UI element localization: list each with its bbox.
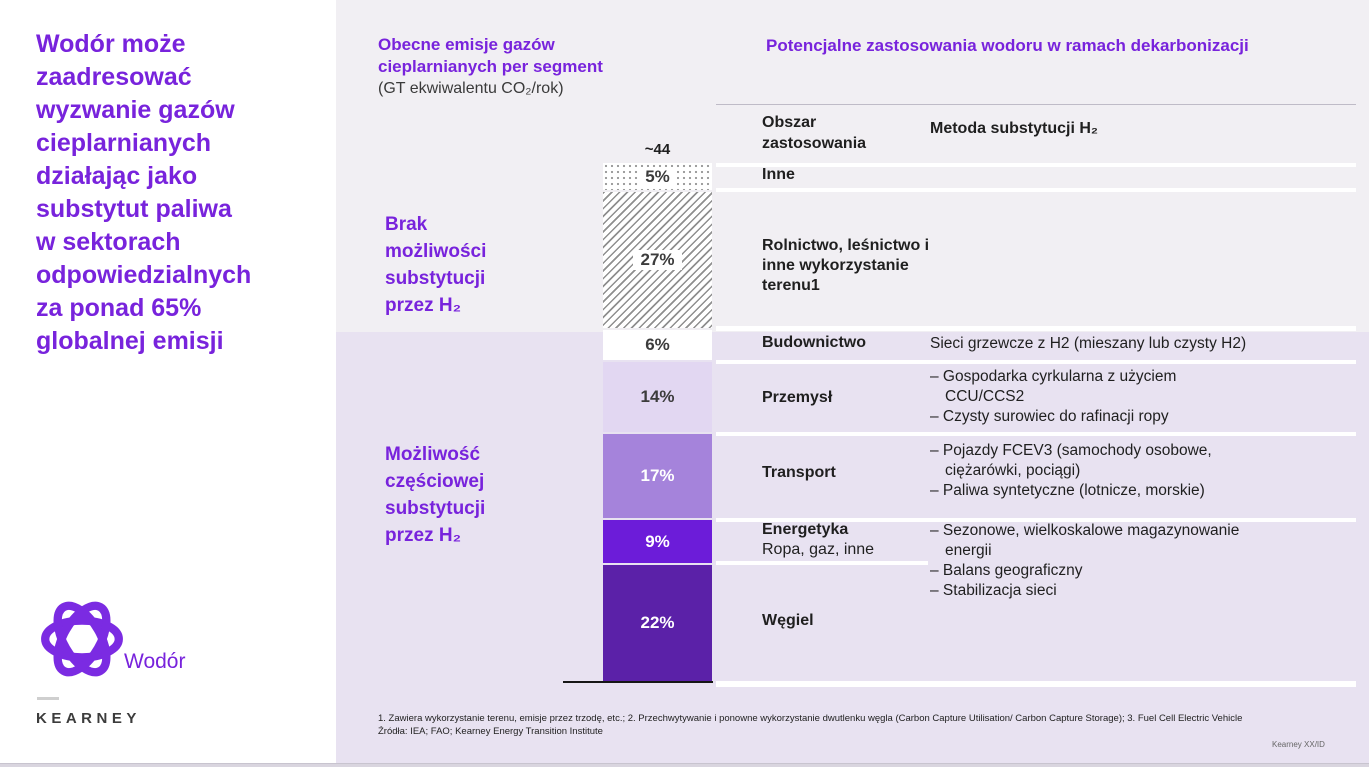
- row-separator: [716, 326, 1356, 331]
- method-item: – Pojazdy FCEV3 (samochody osobowe, cięż…: [930, 442, 1212, 479]
- bar-segment-budownictwo: 6%: [603, 330, 712, 360]
- column-header-area: Obszar zastosowania: [762, 114, 867, 152]
- bar-segment-energetyka: 9%: [603, 520, 712, 563]
- methods-energetyka: – Sezonowe, wielkoskalowe magazynowanie …: [930, 521, 1290, 601]
- page-title: Wodór może zaadresować wyzwanie gazów ci…: [36, 30, 252, 355]
- hydrogen-atom-icon: [41, 601, 123, 677]
- segment-value-label: 5%: [638, 166, 677, 187]
- bar-segment-transport: 17%: [603, 434, 712, 518]
- chart-unit-label: (GT ekwiwalentu CO₂/rok): [378, 80, 564, 97]
- bar-segment-wegiel: 22%: [603, 565, 712, 681]
- methods-budownictwo: Sieci grzewcze z H2 (mieszany lub czysty…: [930, 334, 1369, 354]
- method-item: – Stabilizacja sieci: [930, 582, 1057, 599]
- bar-segment-rolnictwo: 27%: [603, 192, 712, 328]
- table-title: Potencjalne zastosowania wodoru w ramach…: [766, 36, 1249, 55]
- column-header-method: Metoda substytucji H₂: [930, 120, 1099, 137]
- bar-segment-inne: 5%: [603, 163, 712, 190]
- logo-label: Wodór: [124, 650, 186, 673]
- group-label-no-substitution: Brak możliwości substytucji przez H₂: [385, 214, 487, 316]
- table-row-area-energetyka-sub: Ropa, gaz, inne: [762, 541, 875, 558]
- bar-total-label: ~44: [644, 141, 671, 158]
- row-separator: [716, 432, 1356, 436]
- row-separator-partial: [716, 561, 928, 565]
- bar-baseline: [563, 681, 713, 683]
- segment-value-label: 9%: [645, 531, 670, 551]
- background-bottom-zone: [336, 332, 1369, 763]
- table-row-area-przemysl: Przemysł: [762, 389, 833, 406]
- segment-value-label: 17%: [640, 466, 675, 485]
- method-item: – Czysty surowiec do rafinacji ropy: [930, 408, 1169, 425]
- method-item: – Balans geograficzny: [930, 562, 1083, 579]
- table-top-rule: [716, 104, 1356, 105]
- segment-value-label: 22%: [640, 613, 675, 632]
- decorative-dash: [37, 697, 59, 700]
- method-item: Sieci grzewcze z H2 (mieszany lub czysty…: [930, 335, 1247, 352]
- slide-reference: Kearney XX/ID: [1272, 740, 1325, 749]
- row-separator: [716, 360, 1356, 364]
- brand-wordmark: KEARNEY: [36, 710, 141, 727]
- table-row-area-rolnictwo: Rolnictwo, leśnictwo i inne wykorzystani…: [762, 237, 930, 294]
- method-item: – Paliwa syntetyczne (lotnicze, morskie): [930, 482, 1205, 499]
- footnote-sources: Źródła: IEA; FAO; Kearney Energy Transit…: [378, 726, 603, 737]
- chart-title: Obecne emisje gazów cieplarnianych per s…: [378, 35, 603, 76]
- methods-przemysl: – Gospodarka cyrkularna z użyciem CCU/CC…: [930, 367, 1230, 427]
- table-row-area-energetyka: Energetyka: [762, 521, 849, 538]
- segment-value-label: 27%: [633, 250, 682, 270]
- table-row-area-wegiel: Węgiel: [762, 612, 814, 629]
- segment-value-label: 14%: [640, 387, 675, 406]
- row-separator: [716, 681, 1356, 687]
- table-row-area-budownictwo: Budownictwo: [762, 334, 866, 351]
- bottom-strip: [0, 763, 1369, 767]
- table-row-area-transport: Transport: [762, 464, 836, 481]
- table-row-area-inne: Inne: [762, 166, 795, 183]
- method-item: – Gospodarka cyrkularna z użyciem CCU/CC…: [930, 368, 1177, 405]
- footnote-line1: 1. Zawiera wykorzystanie terenu, emisje …: [378, 713, 1243, 724]
- methods-transport: – Pojazdy FCEV3 (samochody osobowe, cięż…: [930, 441, 1275, 501]
- segment-value-label: 6%: [645, 335, 670, 354]
- bar-segment-przemysl: 14%: [603, 362, 712, 432]
- group-label-partial-substitution: Możliwość częściowej substytucji przez H…: [385, 444, 486, 546]
- row-separator: [716, 188, 1356, 192]
- row-separator: [716, 518, 1356, 522]
- row-separator: [716, 163, 1356, 167]
- method-item: – Sezonowe, wielkoskalowe magazynowanie …: [930, 522, 1240, 559]
